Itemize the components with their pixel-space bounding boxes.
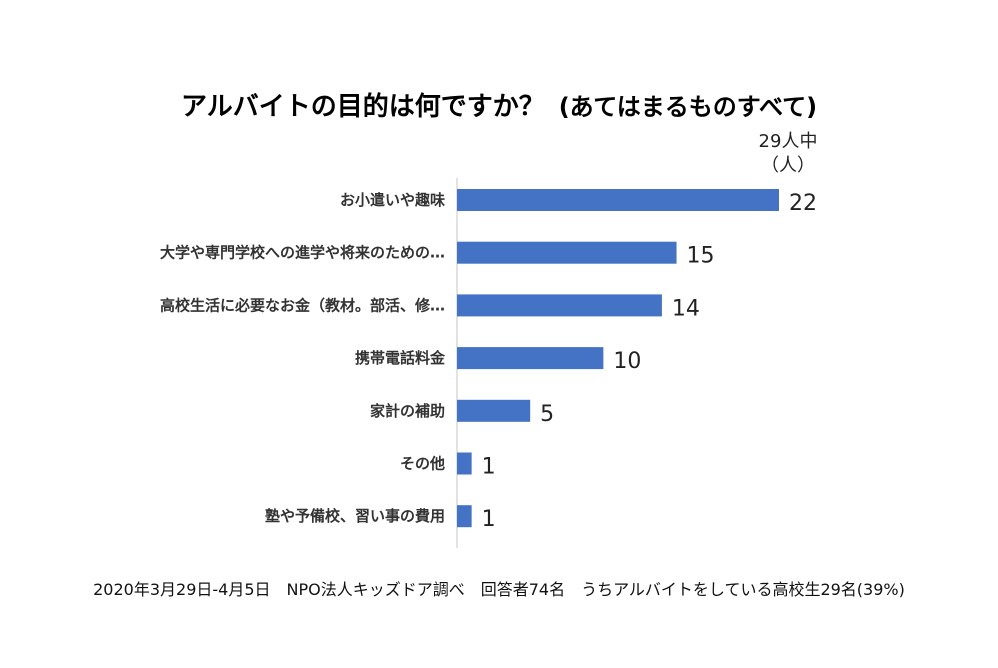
chart-subtitle: (あてはまるものすべて) <box>558 93 818 121</box>
chart-title-main: アルバイトの目的は何ですか？ <box>180 92 545 122</box>
chart-title: アルバイトの目的は何ですか？ (あてはまるものすべて) <box>0 86 998 123</box>
bar <box>457 452 472 475</box>
category-label: お小遣いや趣味 <box>340 191 445 209</box>
value-label: 15 <box>687 244 715 269</box>
value-label: 14 <box>672 296 700 321</box>
value-label: 5 <box>540 402 554 427</box>
unit-label-unit: （人） <box>761 155 815 176</box>
value-label: 10 <box>613 349 641 374</box>
bar <box>457 189 779 211</box>
unit-label-total: 29人中 <box>758 131 818 152</box>
bar <box>457 399 531 422</box>
category-label: 塾や予備校、習い事の費用 <box>265 507 445 525</box>
category-label: 携帯電話料金 <box>355 349 446 367</box>
bar <box>457 505 472 528</box>
bar <box>457 241 677 264</box>
category-label: 大学や専門学校への進学や将来のための… <box>160 244 445 262</box>
unit-label: 29人中 （人） <box>738 130 838 178</box>
value-label: 1 <box>482 507 496 532</box>
value-label: 1 <box>482 455 496 480</box>
category-label: 家計の補助 <box>370 402 445 420</box>
category-label: その他 <box>400 455 445 473</box>
bar <box>457 294 662 317</box>
bar <box>457 347 604 370</box>
value-label: 22 <box>789 191 817 216</box>
category-label: 高校生活に必要なお金（教材。部活、修… <box>160 296 445 314</box>
source-note: 2020年3月29日-4月5日 NPO法人キッズドア調べ 回答者74名 うちアル… <box>93 580 905 599</box>
